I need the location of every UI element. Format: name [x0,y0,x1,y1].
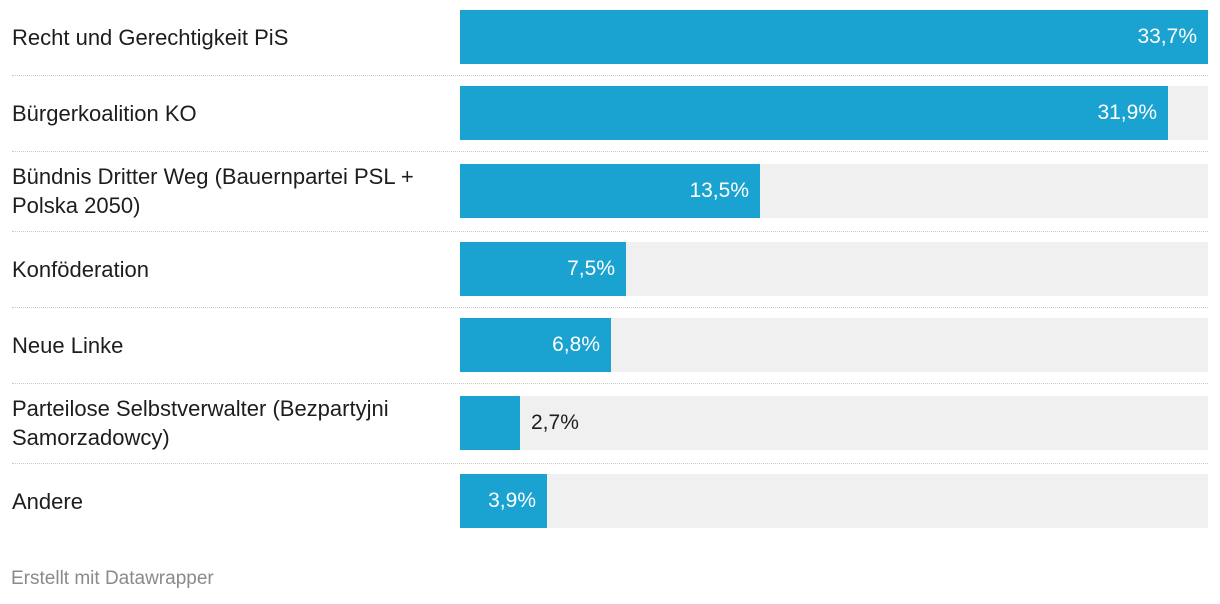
bar-track: 3,9% [460,474,1208,528]
row-separator [12,151,1208,152]
category-label: Recht und Gerechtigkeit PiS [12,24,289,50]
category-label: Parteilose Selbstverwalter (Bezpartyjni … [12,396,389,450]
bar [460,318,611,372]
category-label: Konföderation [12,256,149,282]
bar [460,474,547,528]
category-label: Neue Linke [12,332,124,358]
category-label: Bündnis Dritter Weg (Bauernpartei PSL + … [12,164,414,218]
category-label: Bürgerkoalition KO [12,100,197,126]
bar [460,86,1168,140]
row-separator [12,307,1208,308]
bar [460,242,626,296]
bar-track: 6,8% [460,318,1208,372]
data-label: 3,9% [488,489,536,512]
bar-track: 2,7% [460,396,1208,450]
row-separator [12,75,1208,76]
data-label: 13,5% [689,179,749,202]
bar [460,164,760,218]
data-label: 2,7% [531,411,579,434]
chart-credit: Erstellt mit Datawrapper [11,568,214,589]
data-label: 7,5% [567,257,615,280]
bar-chart: Recht und Gerechtigkeit PiS 33,7% Bürgerko… [12,10,1208,528]
data-label: 33,7% [1137,25,1197,48]
bar-track: 7,5% [460,242,1208,296]
bar-track: 31,9% [460,86,1208,140]
data-label: 6,8% [552,333,600,356]
bar-track: 33,7% [460,10,1208,64]
bar [460,10,1208,64]
row-separator [12,231,1208,232]
bar-track: 13,5% [460,164,1208,218]
data-label: 31,9% [1097,101,1157,124]
row-separator [12,463,1208,464]
category-label: Andere [12,488,83,514]
bar [460,396,520,450]
row-separator [12,383,1208,384]
